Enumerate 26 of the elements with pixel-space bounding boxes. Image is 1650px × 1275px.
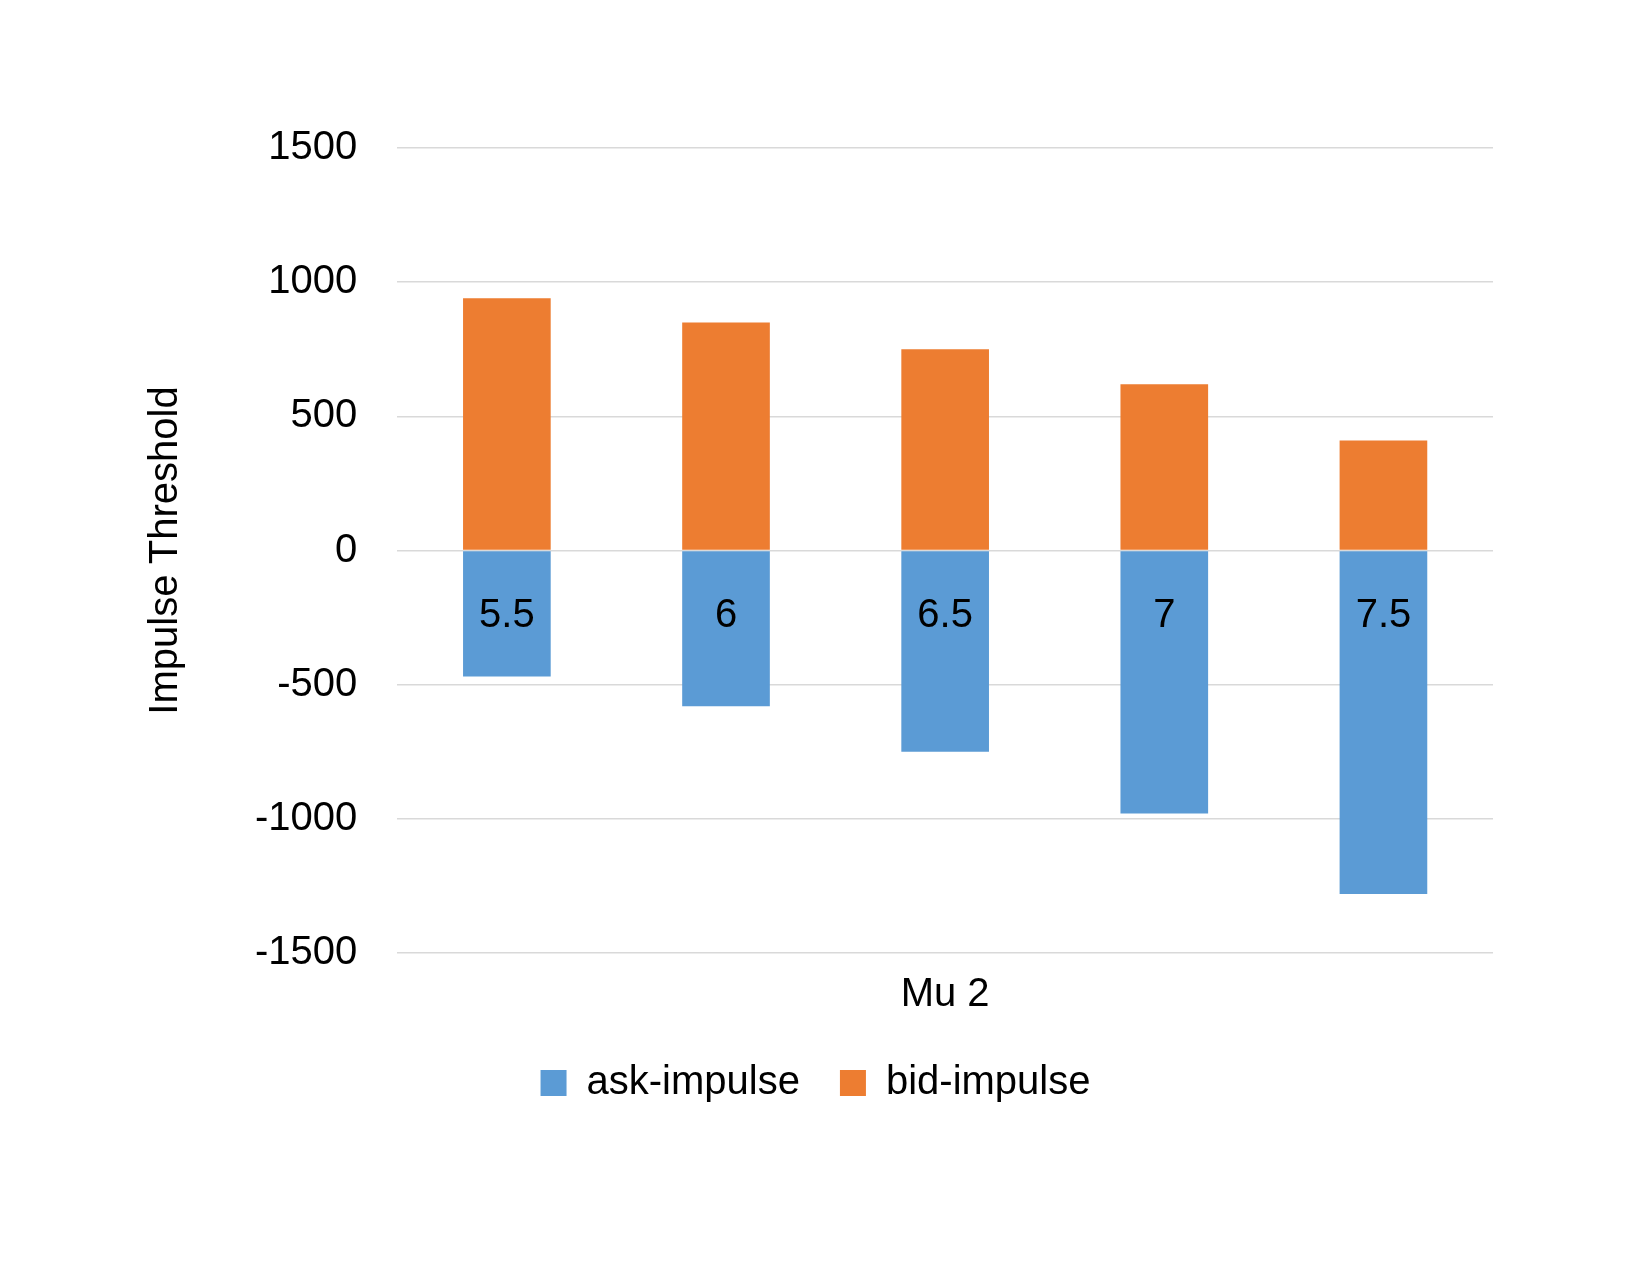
y-tick-label: -1500	[254, 928, 358, 973]
y-tick-label: -500	[277, 659, 358, 704]
bar	[1339, 551, 1428, 894]
bar	[901, 551, 989, 752]
y-tick-label: 1500	[268, 123, 358, 168]
bar	[1339, 440, 1428, 550]
y-tick-label: 500	[290, 391, 358, 436]
x-axis-title: Mu 2	[900, 970, 990, 1015]
x-tick-label: 5.5	[479, 590, 535, 635]
legend-label: ask-impulse	[586, 1058, 800, 1103]
bar	[682, 322, 770, 550]
x-tick-label: 6	[714, 590, 738, 635]
y-tick-label: 1000	[268, 257, 358, 302]
bar	[682, 551, 770, 707]
y-tick-label: 0	[335, 525, 358, 570]
bar	[1120, 384, 1209, 550]
y-tick-label: -1000	[254, 793, 358, 838]
bar	[901, 349, 989, 550]
x-tick-label: 6.5	[917, 590, 973, 635]
bar	[463, 298, 551, 550]
y-axis-title: Impulse Threshold	[141, 386, 186, 715]
legend-label: bid-impulse	[885, 1058, 1091, 1103]
bar	[1120, 551, 1209, 814]
x-tick-label: 7.5	[1355, 590, 1412, 635]
x-tick-label: 7	[1153, 590, 1176, 635]
bar	[463, 551, 551, 677]
